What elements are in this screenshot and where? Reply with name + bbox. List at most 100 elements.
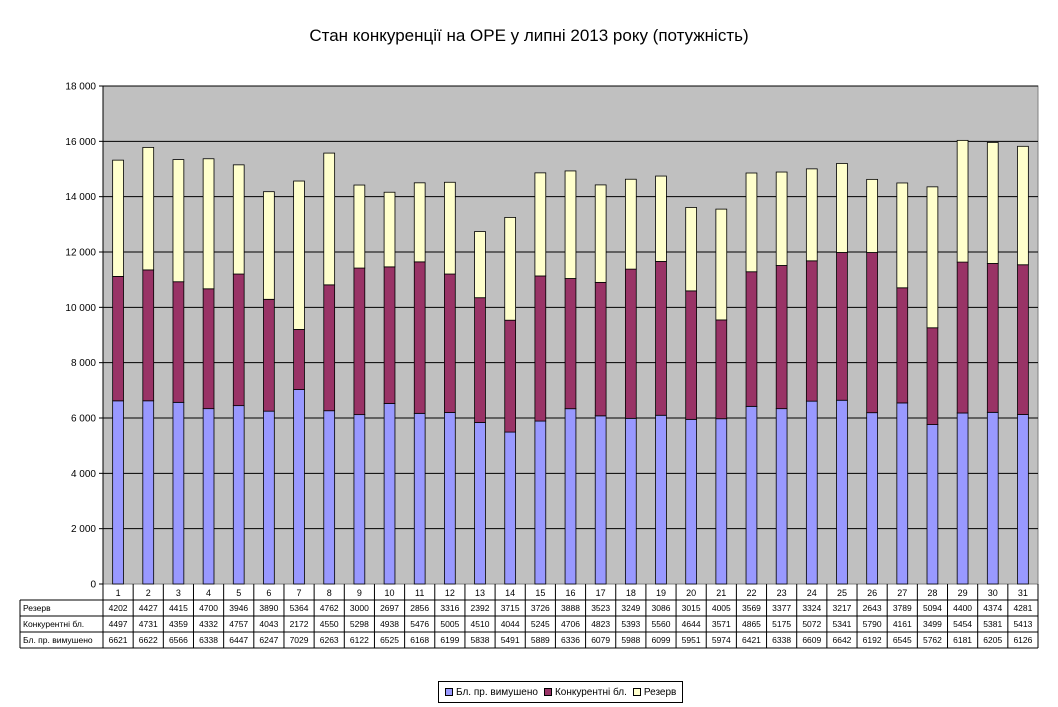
- bar-segment: [323, 284, 336, 412]
- table-cell: 3015: [682, 603, 701, 613]
- table-cell: 6079: [591, 635, 610, 645]
- table-cell: 2697: [380, 603, 399, 613]
- bar-segment: [685, 290, 697, 420]
- bar-segment: [594, 415, 607, 585]
- table-row-label: Конкурентні бл.: [23, 619, 84, 629]
- x-tick-label: 24: [807, 588, 817, 598]
- x-tick-label: 17: [596, 588, 606, 598]
- table-cell: 4497: [109, 619, 128, 629]
- bar-segment: [112, 159, 124, 277]
- table-cell: 6099: [652, 635, 671, 645]
- table-cell: 3946: [229, 603, 248, 613]
- bar-segment: [444, 273, 456, 413]
- table-cell: 4731: [139, 619, 158, 629]
- legend-label: Бл. пр. вимушено: [456, 686, 538, 698]
- bar-segment: [383, 191, 396, 268]
- table-cell: 3217: [832, 603, 851, 613]
- bar-segment: [413, 261, 426, 414]
- bar-segment: [112, 276, 124, 402]
- bar-segment: [745, 405, 758, 585]
- bar-segment: [1017, 145, 1029, 266]
- table-cell: 5175: [772, 619, 791, 629]
- bar-segment: [745, 172, 758, 273]
- table-cell: 6621: [109, 635, 128, 645]
- table-cell: 6181: [953, 635, 972, 645]
- bar-segment: [896, 402, 909, 585]
- table-cell: 4757: [229, 619, 248, 629]
- table-cell: 3715: [501, 603, 520, 613]
- bar-segment: [353, 267, 366, 416]
- bar-segment: [474, 422, 486, 585]
- table-cell: 6263: [320, 635, 339, 645]
- table-cell: 5951: [682, 635, 701, 645]
- bar-segment: [293, 329, 305, 390]
- table-cell: 5341: [832, 619, 851, 629]
- bar-segment: [444, 181, 456, 275]
- x-tick-label: 11: [415, 588, 424, 598]
- table-cell: 4400: [953, 603, 972, 613]
- table-cell: 5560: [652, 619, 671, 629]
- table-cell: 5762: [923, 635, 942, 645]
- bar-segment: [805, 168, 818, 262]
- x-tick-label: 8: [327, 588, 332, 598]
- x-tick-label: 15: [535, 588, 545, 598]
- x-tick-label: 27: [897, 588, 907, 598]
- table-cell: 4762: [320, 603, 339, 613]
- table-cell: 3890: [259, 603, 278, 613]
- x-tick-label: 2: [146, 588, 151, 598]
- table-cell: 5838: [471, 635, 490, 645]
- y-tick-label: 16 000: [65, 137, 96, 148]
- bar-segment: [745, 271, 758, 407]
- table-cell: 6642: [832, 635, 851, 645]
- table-cell: 5245: [531, 619, 550, 629]
- bar-segment: [293, 180, 305, 330]
- y-tick-label: 4 000: [71, 469, 96, 480]
- bar-segment: [504, 431, 517, 585]
- bar-segment: [232, 405, 245, 585]
- table-cell: 4359: [169, 619, 188, 629]
- table-cell: 6609: [802, 635, 821, 645]
- table-cell: 5298: [350, 619, 369, 629]
- bar-segment: [836, 252, 848, 401]
- bar-segment: [413, 182, 426, 263]
- bar-segment: [383, 403, 396, 585]
- x-tick-label: 5: [236, 588, 241, 598]
- x-tick-label: 7: [297, 588, 302, 598]
- bar-segment: [263, 298, 275, 412]
- table-cell: 6545: [893, 635, 912, 645]
- table-cell: 5413: [1013, 619, 1032, 629]
- bar-segment: [202, 158, 215, 290]
- bar-segment: [564, 278, 577, 410]
- x-tick-label: 1: [116, 588, 121, 598]
- table-cell: 4550: [320, 619, 339, 629]
- table-cell: 3726: [531, 603, 550, 613]
- table-cell: 5364: [290, 603, 309, 613]
- bar-segment: [986, 411, 999, 585]
- table-cell: 5393: [621, 619, 640, 629]
- table-cell: 3499: [923, 619, 942, 629]
- bar-segment: [655, 175, 667, 262]
- data-table: 1 2 3 4 5 6 7 8 9 10 11 12 13 14 15 16 17 18 19 20 21 22 23 24 2…: [19, 584, 1039, 649]
- table-cell: 4823: [591, 619, 610, 629]
- table-cell: 6247: [259, 635, 278, 645]
- legend-item: Резерв: [632, 687, 676, 698]
- table-cell: 6192: [863, 635, 882, 645]
- bar-segment: [263, 410, 275, 585]
- bar-segment: [444, 412, 456, 585]
- bar-segment: [142, 400, 155, 585]
- table-cell: 2392: [471, 603, 490, 613]
- bar-segment: [896, 182, 909, 289]
- x-tick-label: 10: [385, 588, 395, 598]
- table-cell: 5974: [712, 635, 731, 645]
- table-cell: 5454: [953, 619, 972, 629]
- table-cell: 3086: [652, 603, 671, 613]
- table-cell: 6199: [440, 635, 459, 645]
- bar-segment: [1017, 264, 1029, 415]
- bar-segment: [534, 275, 547, 422]
- bar-segment: [624, 417, 637, 585]
- y-tick-label: 6 000: [71, 414, 96, 425]
- table-cell: 3569: [742, 603, 761, 613]
- bar-segment: [142, 269, 155, 402]
- chart-title: Стан конкуренції на ОРЕ у липні 2013 рок…: [309, 26, 749, 45]
- table-cell: 4161: [893, 619, 912, 629]
